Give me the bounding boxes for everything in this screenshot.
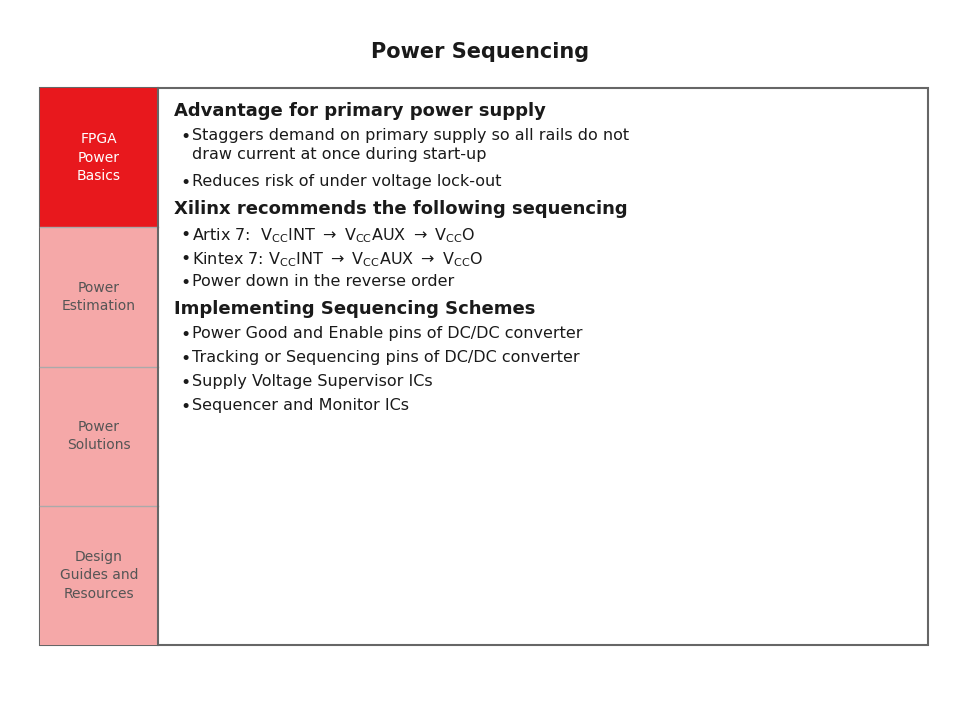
Text: FPGA
Power
Basics: FPGA Power Basics [77,132,121,183]
Text: •: • [180,226,190,244]
Text: Tracking or Sequencing pins of DC/DC converter: Tracking or Sequencing pins of DC/DC con… [192,350,580,365]
Bar [40,505,158,645]
Text: Artix 7:  $\mathregular{V_{CC}}$INT $\mathregular{\rightarrow}$ $\mathregular{V_: Artix 7: $\mathregular{V_{CC}}$INT $\mat… [192,226,475,245]
Bar [40,228,158,366]
Text: Power down in the reverse order: Power down in the reverse order [192,274,454,289]
Text: •: • [180,326,190,344]
Text: •: • [180,274,190,292]
Text: Xilinx recommends the following sequencing: Xilinx recommends the following sequenci… [174,200,628,218]
Text: •: • [180,398,190,416]
Text: Supply Voltage Supervisor ICs: Supply Voltage Supervisor ICs [192,374,433,389]
Text: Implementing Sequencing Schemes: Implementing Sequencing Schemes [174,300,536,318]
Text: •: • [180,250,190,268]
Text: •: • [180,174,190,192]
Bar [40,366,158,505]
Text: Reduces risk of under voltage lock-out: Reduces risk of under voltage lock-out [192,174,501,189]
Bar [40,88,158,228]
Text: •: • [180,128,190,146]
Text: Kintex 7: $\mathregular{V_{CC}}$INT $\mathregular{\rightarrow}$ $\mathregular{V_: Kintex 7: $\mathregular{V_{CC}}$INT $\ma… [192,250,483,269]
Bar [40,88,928,645]
Text: Staggers demand on primary supply so all rails do not
draw current at once durin: Staggers demand on primary supply so all… [192,128,629,162]
Text: Advantage for primary power supply: Advantage for primary power supply [174,102,546,120]
Text: Design
Guides and
Resources: Design Guides and Resources [60,550,138,600]
Text: Power
Estimation: Power Estimation [62,281,136,313]
Text: Sequencer and Monitor ICs: Sequencer and Monitor ICs [192,398,409,413]
Text: Power Sequencing: Power Sequencing [371,42,589,62]
Text: Power Good and Enable pins of DC/DC converter: Power Good and Enable pins of DC/DC conv… [192,326,583,341]
Text: •: • [180,350,190,368]
Text: Power
Solutions: Power Solutions [67,420,131,452]
Text: •: • [180,374,190,392]
